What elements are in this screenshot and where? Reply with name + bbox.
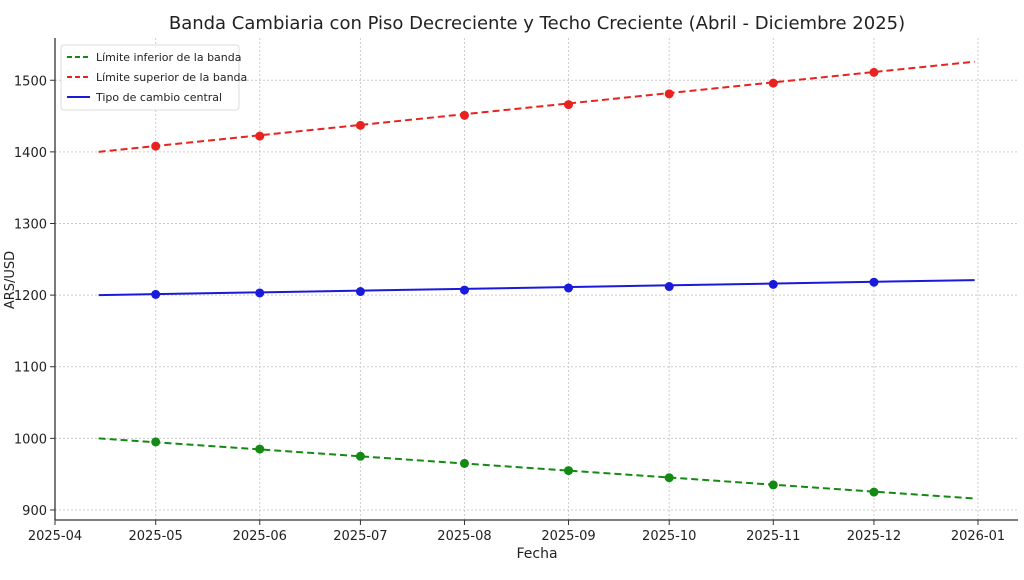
- data-point: [869, 487, 879, 497]
- series-line: [98, 60, 975, 153]
- x-tick-label: 2025-12: [847, 529, 901, 544]
- data-point: [255, 131, 265, 141]
- y-axis-label: ARS/USD: [3, 251, 18, 309]
- legend-label: Límite inferior de la banda: [96, 51, 242, 64]
- legend-label: Tipo de cambio central: [95, 91, 222, 104]
- data-point: [664, 282, 674, 292]
- data-point: [255, 288, 265, 298]
- y-tick-label: 900: [22, 504, 47, 519]
- series-line: [98, 437, 975, 500]
- data-point: [768, 279, 778, 289]
- data-point: [355, 451, 365, 461]
- legend: Límite inferior de la banda Límite superi…: [60, 44, 247, 111]
- y-tick-label: 1300: [14, 217, 47, 232]
- y-ticks: 900 1000 1100 1200 1300 1400 1500: [14, 74, 55, 519]
- data-point: [459, 110, 469, 120]
- data-point: [459, 458, 469, 468]
- series-line: [98, 279, 975, 297]
- data-point: [151, 437, 161, 447]
- legend-box: [60, 44, 240, 111]
- series-layer: [98, 60, 975, 500]
- data-point: [869, 277, 879, 287]
- data-point: [255, 444, 265, 454]
- x-axis-label: Fecha: [516, 546, 557, 562]
- data-point: [355, 287, 365, 297]
- x-tick-label: 2026-01: [951, 529, 1005, 544]
- data-point: [869, 67, 879, 77]
- data-point: [664, 89, 674, 99]
- data-point: [459, 285, 469, 295]
- data-point: [564, 283, 574, 293]
- y-tick-label: 1100: [14, 361, 47, 376]
- y-tick-label: 1000: [14, 432, 47, 447]
- x-tick-label: 2025-11: [746, 529, 800, 544]
- chart-title: Banda Cambiaria con Piso Decreciente y T…: [169, 13, 905, 34]
- data-point: [564, 100, 574, 110]
- y-tick-label: 1500: [14, 74, 47, 89]
- x-tick-label: 2025-07: [333, 529, 387, 544]
- data-point: [768, 78, 778, 88]
- x-tick-label: 2025-10: [642, 529, 696, 544]
- x-tick-label: 2025-05: [129, 529, 183, 544]
- data-point: [664, 473, 674, 483]
- data-point: [768, 480, 778, 490]
- data-point: [151, 289, 161, 299]
- y-tick-label: 1200: [14, 289, 47, 304]
- x-tick-label: 2025-06: [233, 529, 287, 544]
- legend-label: Límite superior de la banda: [96, 71, 247, 84]
- x-tick-label: 2025-08: [437, 529, 491, 544]
- data-point: [355, 120, 365, 130]
- x-tick-label: 2025-09: [541, 529, 595, 544]
- y-tick-label: 1400: [14, 146, 47, 161]
- x-ticks: 2025-04 2025-05 2025-06 2025-07 2025-08 2025-…: [28, 520, 1005, 544]
- data-point: [564, 466, 574, 476]
- x-tick-label: 2025-04: [28, 529, 82, 544]
- data-point: [151, 141, 161, 151]
